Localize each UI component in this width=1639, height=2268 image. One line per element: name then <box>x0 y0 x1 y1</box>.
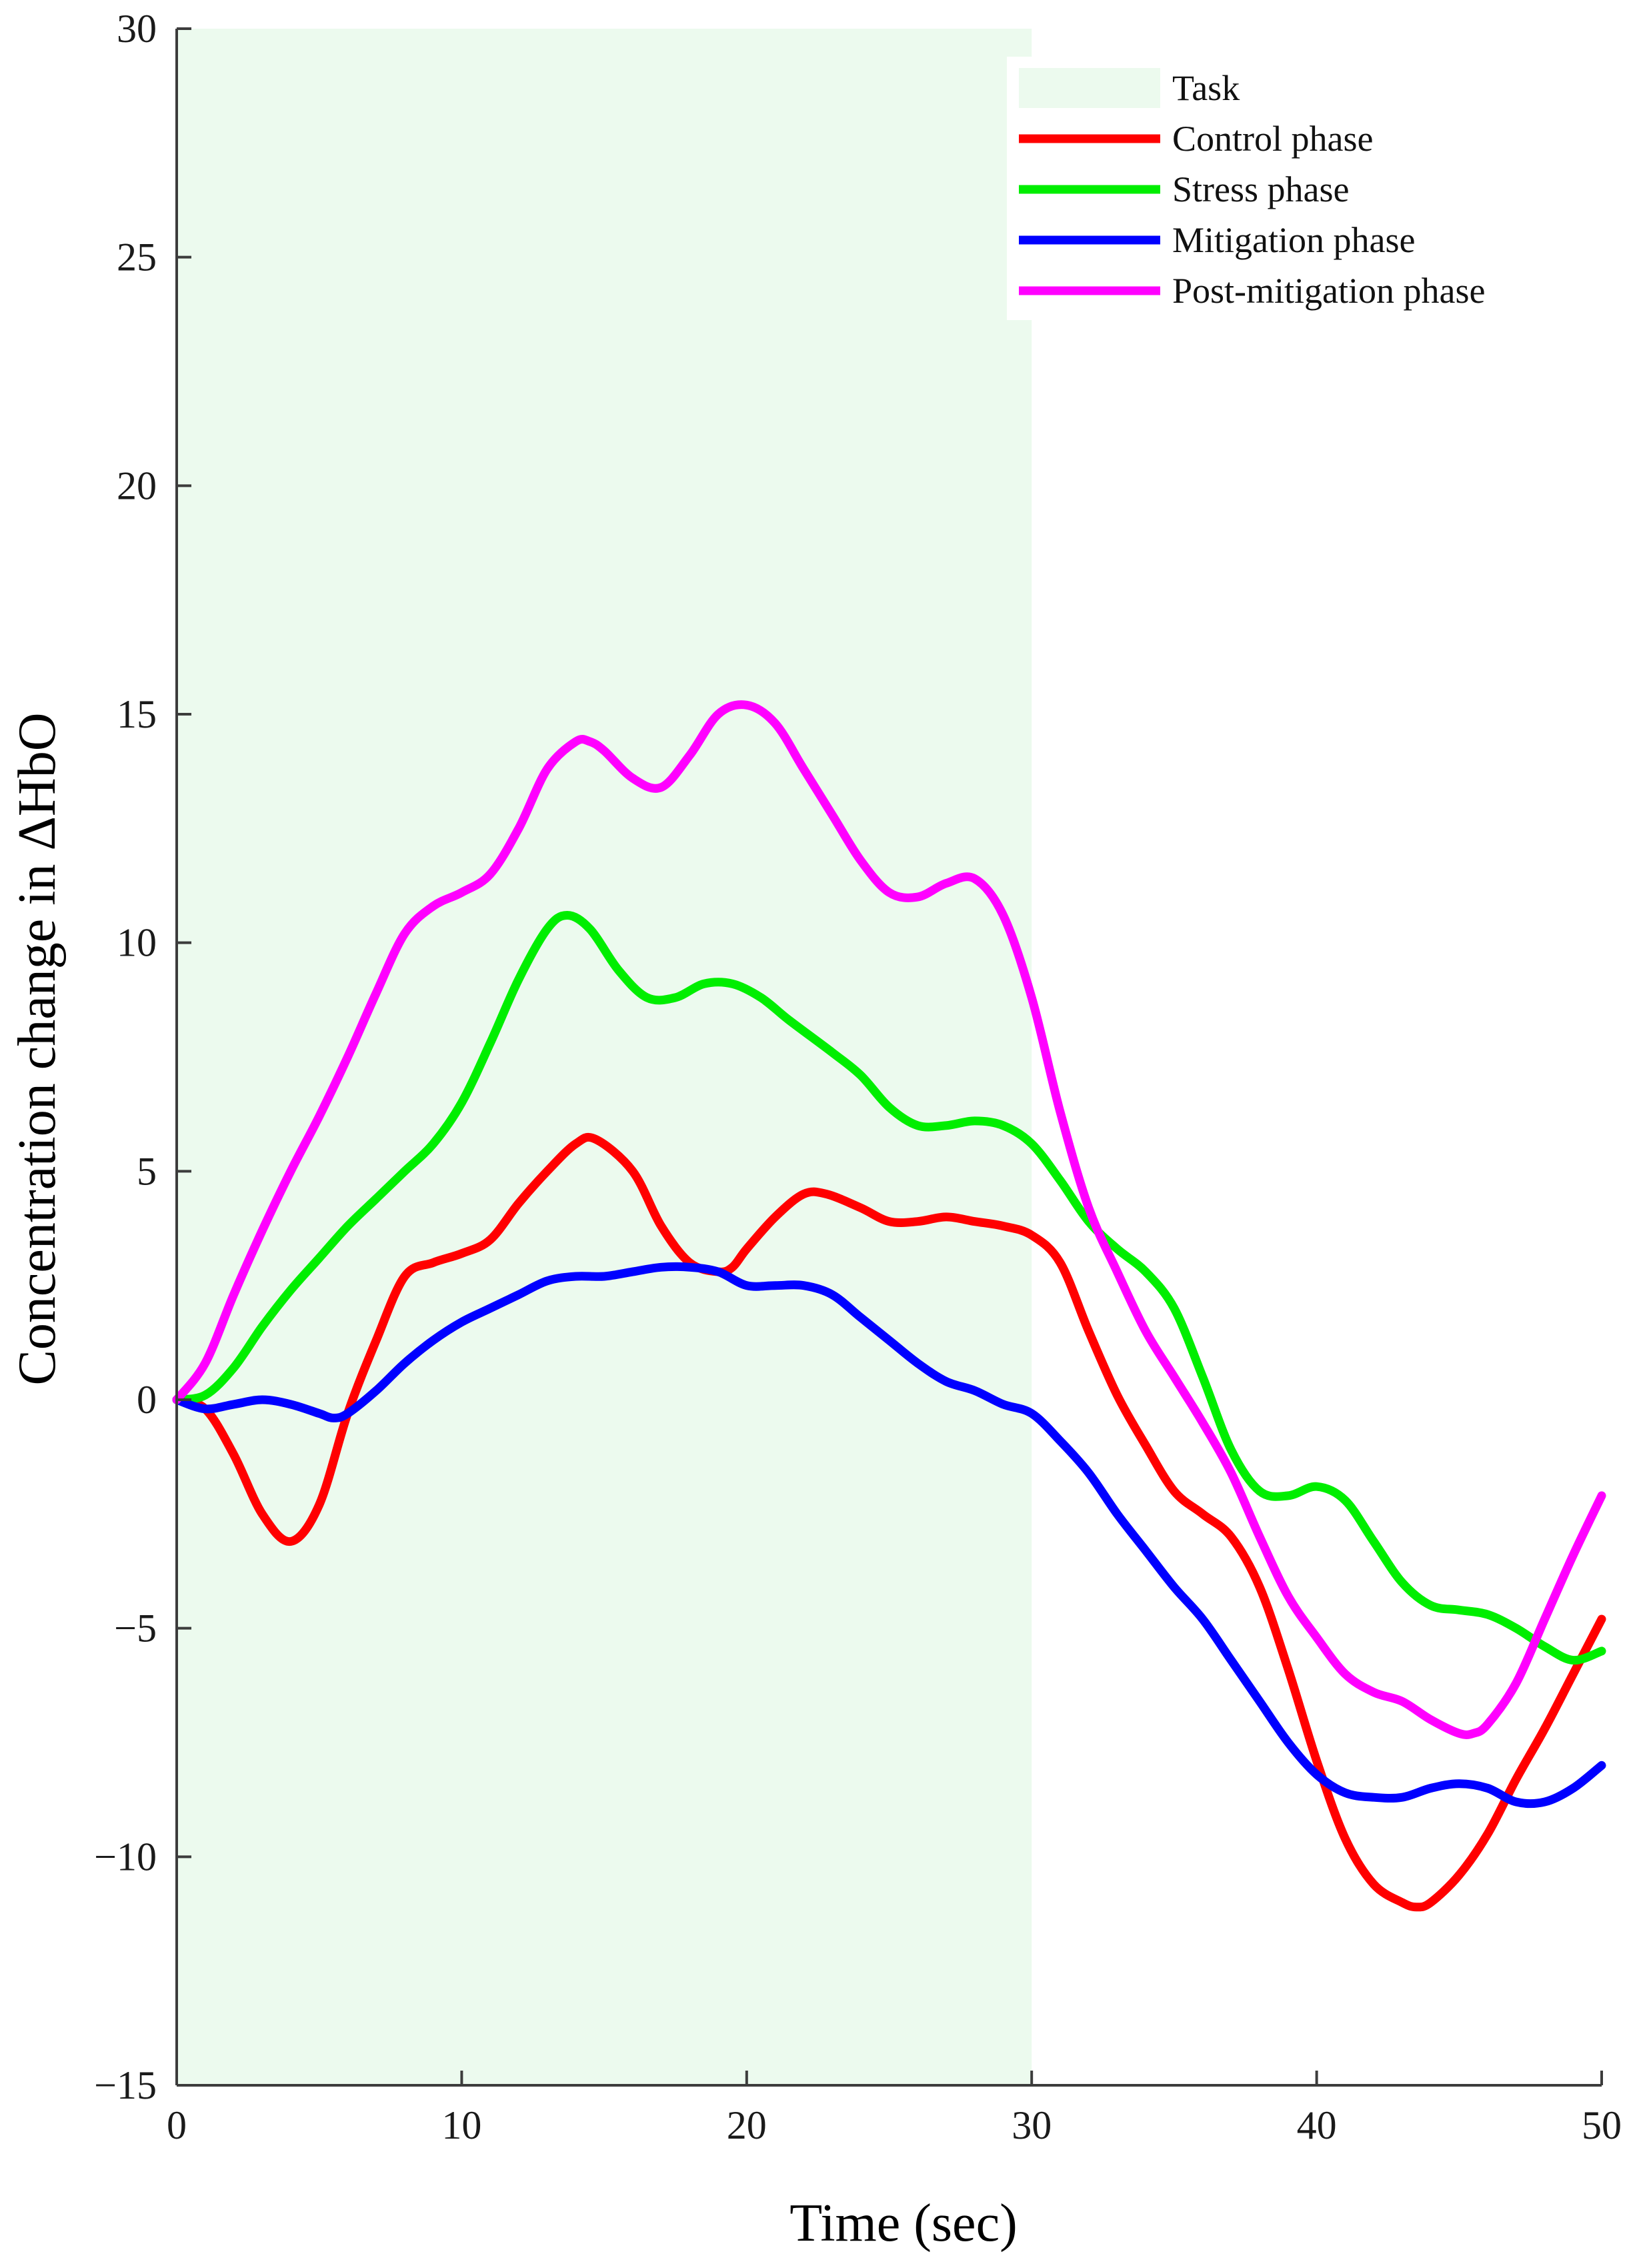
x-tick-label: 10 <box>441 2103 481 2147</box>
x-tick-label: 50 <box>1582 2103 1622 2147</box>
x-tick-label: 30 <box>1012 2103 1052 2147</box>
legend-label: Control phase <box>1172 119 1373 159</box>
task-region <box>177 29 1032 2085</box>
legend-label: Stress phase <box>1172 169 1349 209</box>
y-tick-label: −10 <box>94 1835 157 1879</box>
ticks-layer: 0 10 20 30 40 50 −15 −10 −5 0 5 10 15 20 25 30 <box>94 7 1622 2147</box>
legend-swatch-task <box>1019 68 1160 108</box>
x-tick-label: 0 <box>167 2103 187 2147</box>
series-line-control-phase <box>172 1132 1606 1912</box>
series-line-mitigation-phase <box>172 1262 1606 1809</box>
y-tick-label: 25 <box>117 235 157 279</box>
y-tick-label: −5 <box>114 1606 157 1650</box>
y-tick-label: 5 <box>137 1149 157 1193</box>
legend-label: Post-mitigation phase <box>1172 271 1485 311</box>
y-tick-label: 0 <box>137 1378 157 1422</box>
legend: Task Control phase Stress phase Mitigation … <box>1007 57 1564 320</box>
series-layer <box>172 700 1606 1912</box>
y-tick-label: 20 <box>117 463 157 507</box>
task-region-layer <box>177 29 1032 2085</box>
series-line-stress-phase <box>172 911 1606 1665</box>
axes-layer <box>175 29 1602 2087</box>
legend-label: Mitigation phase <box>1172 220 1415 260</box>
y-tick-label: 30 <box>117 7 157 51</box>
x-tick-label: 40 <box>1297 2103 1337 2147</box>
y-tick-label: 10 <box>117 921 157 965</box>
y-tick-label: −15 <box>94 2063 157 2107</box>
series-line-post-mitigation-phase <box>172 700 1606 1739</box>
x-axis-title: Time (sec) <box>789 2194 1017 2253</box>
x-tick-label: 20 <box>727 2103 767 2147</box>
y-tick-label: 15 <box>117 692 157 736</box>
legend-label: Task <box>1172 68 1240 108</box>
y-axis-title: Concentration change in ΔHbO <box>8 713 67 1386</box>
